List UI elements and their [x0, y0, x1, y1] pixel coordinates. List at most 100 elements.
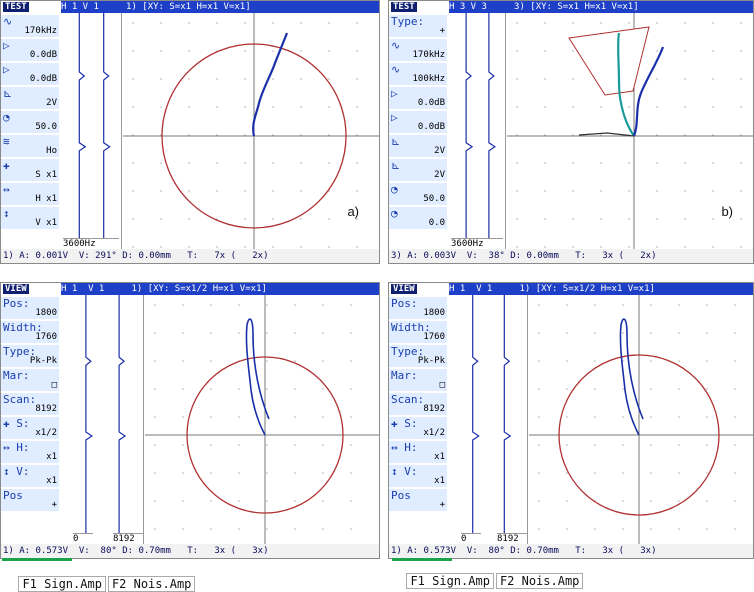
grid-dot — [566, 528, 568, 530]
grid-dot — [356, 22, 358, 24]
grid-dot — [356, 78, 358, 80]
sidebar-item[interactable]: ▷ 0.0dB — [389, 87, 447, 109]
grid-dot — [294, 388, 296, 390]
sidebar-item-value: x1/2 — [423, 428, 445, 438]
grid-dot — [188, 218, 190, 220]
sidebar-item[interactable]: ▷ 0.0dB — [389, 111, 447, 133]
strip-label-right: 8192 — [497, 533, 527, 544]
grid-dot — [266, 388, 268, 390]
sidebar-item[interactable]: ↕ V x1 — [1, 207, 59, 229]
xy-plot — [529, 295, 753, 544]
sidebar-item[interactable]: ↕ V: x1 — [1, 465, 59, 487]
sidebar-item[interactable]: Scan: 8192 — [389, 393, 447, 415]
sidebar-item[interactable]: Mar: □ — [389, 369, 447, 391]
grid-dot — [160, 22, 162, 24]
sidebar-item[interactable]: ◔ 50.0 — [389, 183, 447, 205]
grid-dot — [300, 162, 302, 164]
grid-dot — [210, 360, 212, 362]
f2-nois-amp-button[interactable]: F2 Nois.Amp — [107, 576, 196, 592]
sidebar-item[interactable]: ∿ 170kHz — [389, 39, 447, 61]
sidebar-item[interactable]: Width: 1760 — [389, 321, 447, 343]
cross-icon: Pos — [391, 489, 411, 502]
sidebar-item[interactable]: ↔ H x1 — [1, 183, 59, 205]
grid-dot — [684, 190, 686, 192]
sidebar-item[interactable]: Scan: 8192 — [1, 393, 59, 415]
sidebar-item[interactable]: Width: 1760 — [1, 321, 59, 343]
sidebar-item[interactable]: ≋ Ho — [1, 135, 59, 157]
sidebar-item-value: x1 — [434, 476, 445, 486]
f1-sign-amp-button[interactable]: F1 Sign.Amp — [18, 576, 106, 592]
sidebar-item[interactable]: Type: Pk-Pk — [389, 345, 447, 367]
grid-dot — [210, 444, 212, 446]
grid-dot — [650, 444, 652, 446]
cross-icon: Pos — [3, 489, 23, 502]
sidebar-item[interactable]: ◔ 50.0 — [1, 111, 59, 133]
sidebar-item[interactable]: ∿ 100kHz — [389, 63, 447, 85]
scan-icon: Scan: — [391, 393, 425, 406]
xy-plot-svg — [529, 295, 753, 544]
sidebar-item[interactable]: ⊾ 2V — [1, 87, 59, 109]
sidebar-item[interactable]: ⊾ 2V — [389, 135, 447, 157]
grid-dot — [160, 218, 162, 220]
grid-dot — [322, 444, 324, 446]
grid-dot — [238, 304, 240, 306]
grid-dot — [544, 218, 546, 220]
sidebar-item[interactable]: ⊾ 2V — [389, 159, 447, 181]
grid-dot — [244, 218, 246, 220]
grid-dot — [322, 472, 324, 474]
grid-dot — [322, 528, 324, 530]
sidebar-item[interactable]: ✚ S: x1/2 — [389, 417, 447, 439]
sidebar-item[interactable]: Pos + — [389, 489, 447, 511]
mode-label: VIEW — [3, 284, 29, 294]
sidebar-item[interactable]: ∿ 170kHz — [1, 15, 59, 37]
sidebar-item[interactable]: Type: + — [389, 15, 447, 37]
sidebar-item[interactable]: ▷ 0.0dB — [1, 63, 59, 85]
sidebar-item[interactable]: Pos: 1800 — [1, 297, 59, 319]
grid-dot — [566, 304, 568, 306]
grid-dot — [740, 162, 742, 164]
sidebar-item[interactable]: Pos: 1800 — [389, 297, 447, 319]
grid-dot — [538, 500, 540, 502]
sidebar-item[interactable]: ↕ V: x1 — [389, 465, 447, 487]
sidebar-item[interactable]: ✚ S x1 — [1, 159, 59, 181]
grid-dot — [678, 500, 680, 502]
grid-dot — [210, 332, 212, 334]
grid-dot — [300, 78, 302, 80]
grid-dot — [210, 472, 212, 474]
grid-dot — [216, 78, 218, 80]
sidebar-item[interactable]: ✚ S: x1/2 — [1, 417, 59, 439]
sidebar-item[interactable]: ↔ H: x1 — [389, 441, 447, 463]
sidebar-item[interactable]: Mar: □ — [1, 369, 59, 391]
grid-dot — [266, 332, 268, 334]
grid-dot — [628, 22, 630, 24]
grid-dot — [350, 304, 352, 306]
sidebar-item[interactable]: ↔ H: x1 — [1, 441, 59, 463]
sidebar-item[interactable]: Type: Pk-Pk — [1, 345, 59, 367]
status-bar: 1) A: 0.573V V: 80° D: 0.70mm T: 3x ( 3x… — [389, 544, 753, 558]
grid-dot — [594, 304, 596, 306]
sidebar-item[interactable]: ▷ 0.0dB — [1, 39, 59, 61]
grid-dot — [516, 190, 518, 192]
sidebar-item[interactable]: Pos + — [1, 489, 59, 511]
grid-dot — [622, 500, 624, 502]
grid-dot — [628, 246, 630, 248]
grid-dot — [294, 360, 296, 362]
grid-dot — [734, 304, 736, 306]
grid-dot — [160, 246, 162, 248]
status-bar: 3) A: 0.003V V: 38° D: 0.00mm T: 3x ( 2x… — [389, 249, 753, 263]
grid-dot — [734, 500, 736, 502]
gain-icon: ▷ — [391, 111, 398, 124]
grid-dot — [678, 444, 680, 446]
sidebar-item[interactable]: ◔ 0.0 — [389, 207, 447, 229]
sidebar-item-value: 0.0dB — [29, 74, 57, 84]
f1-sign-amp-button[interactable]: F1 Sign.Amp — [406, 573, 494, 589]
grid-dot — [656, 134, 658, 136]
grid-dot — [544, 246, 546, 248]
grid-dot — [356, 246, 358, 248]
grid-dot — [300, 218, 302, 220]
grid-dot — [300, 190, 302, 192]
grid-dot — [294, 528, 296, 530]
grid-dot — [188, 78, 190, 80]
grid-dot — [154, 528, 156, 530]
f2-nois-amp-button[interactable]: F2 Nois.Amp — [495, 573, 584, 589]
